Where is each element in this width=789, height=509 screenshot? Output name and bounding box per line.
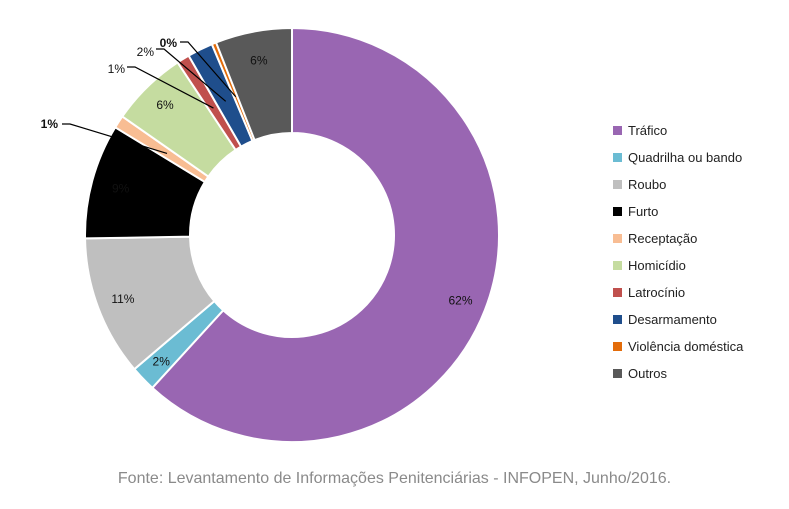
legend-item: Quadrilha ou bando <box>613 144 743 171</box>
slice-label: 62% <box>448 293 472 307</box>
legend-label: Outros <box>628 366 668 381</box>
legend-label: Tráfico <box>628 123 668 138</box>
legend-label: Homicídio <box>628 258 686 273</box>
legend-swatch <box>613 126 622 135</box>
slice-label: 0% <box>160 36 178 50</box>
legend-item: Latrocínio <box>613 279 743 306</box>
legend-swatch <box>613 207 622 216</box>
legend-swatch <box>613 288 622 297</box>
legend-item: Tráfico <box>613 117 743 144</box>
slice-label: 11% <box>111 292 134 306</box>
slice-outros <box>214 26 293 142</box>
legend-swatch <box>613 153 622 162</box>
legend-label: Violência doméstica <box>628 339 744 354</box>
legend-swatch <box>613 261 622 270</box>
leader-line <box>127 66 214 109</box>
slice-label: 9% <box>112 181 130 195</box>
source-note: Fonte: Levantamento de Informações Penit… <box>117 470 672 487</box>
slice-label: 1% <box>108 62 126 76</box>
slice-label: 6% <box>250 54 268 68</box>
legend-swatch <box>613 234 622 243</box>
legend-swatch <box>613 315 622 324</box>
legend-label: Quadrilha ou bando <box>628 150 743 165</box>
legend-item: Furto <box>613 198 743 225</box>
legend-label: Desarmamento <box>628 312 717 327</box>
slice-label: 1% <box>41 117 59 131</box>
legend-swatch <box>613 180 622 189</box>
legend-item: Outros <box>613 360 743 387</box>
legend-item: Homicídio <box>613 252 743 279</box>
legend-label: Roubo <box>628 177 667 192</box>
legend-swatch <box>613 342 622 351</box>
legend-item: Violência doméstica <box>613 333 743 360</box>
slice-label: 6% <box>156 98 174 112</box>
legend-item: Roubo <box>613 171 743 198</box>
slice-label: 2% <box>137 45 155 59</box>
legend-swatch <box>613 369 622 378</box>
legend-label: Latrocínio <box>628 285 686 300</box>
leader-line <box>62 123 168 154</box>
chart-legend: Tráfico Quadrilha ou bando Roubo Furto Recep… <box>613 117 743 387</box>
legend-label: Furto <box>628 204 659 219</box>
legend-item: Desarmamento <box>613 306 743 333</box>
donut-slices <box>84 26 500 443</box>
slice-label: 2% <box>153 354 171 368</box>
slice-tráfico <box>150 26 500 443</box>
leader-line <box>180 41 237 98</box>
slice-labels: 62% 2% 11% 9% 1% 6% 1% 2% 0% 6% <box>41 36 473 368</box>
legend-label: Receptação <box>628 231 698 246</box>
leader-line <box>156 48 227 102</box>
legend-item: Receptação <box>613 225 743 252</box>
